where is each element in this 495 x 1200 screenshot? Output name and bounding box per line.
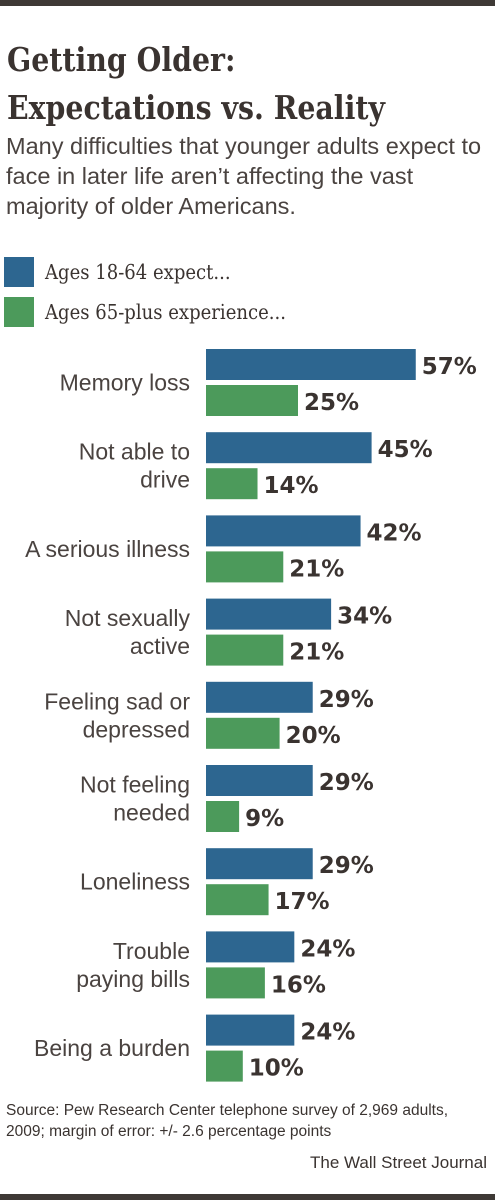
- bar-experience: [206, 1050, 243, 1082]
- bar-expect: [206, 681, 313, 713]
- chart-subtitle: Many difficulties that younger adults ex…: [6, 133, 482, 219]
- category-label: Not able to drive: [79, 439, 190, 493]
- category-label-line: Trouble: [113, 938, 190, 964]
- bar-expect: [206, 848, 313, 880]
- bar-expect: [206, 598, 332, 630]
- value-label-experience: 9%: [245, 806, 284, 832]
- legend-label-expect: Ages 18-64 expect...: [45, 260, 231, 284]
- category-label-line: depressed: [83, 716, 190, 742]
- category-label: Being a burden: [34, 1035, 190, 1061]
- value-label-experience: 14%: [264, 473, 319, 499]
- value-label-expect: 45%: [378, 437, 433, 463]
- value-label-experience: 16%: [271, 972, 326, 998]
- value-label-experience: 21%: [289, 556, 344, 582]
- category-label-line: drive: [140, 467, 190, 493]
- value-label-experience: 25%: [304, 390, 359, 416]
- value-label-expect: 34%: [337, 604, 392, 630]
- category-label: Loneliness: [80, 869, 190, 895]
- value-label-experience: 17%: [275, 889, 330, 915]
- value-label-expect: 57%: [422, 354, 477, 380]
- bar-expect: [206, 931, 295, 963]
- bar-chart: Memory loss 57% 25% Not able to drive 45% 14% A…: [25, 349, 477, 1082]
- category-label-line: needed: [113, 800, 190, 826]
- category-label-line: paying bills: [76, 966, 190, 992]
- bar-expect: [206, 765, 313, 796]
- source-note: Source: Pew Research Center telephone su…: [6, 1102, 449, 1140]
- category-label: Feeling sad or depressed: [44, 688, 190, 742]
- bottom-rule: [0, 1194, 495, 1200]
- bar-experience: [206, 884, 269, 916]
- legend-swatch-experience: [4, 297, 34, 327]
- legend-item-expect: Ages 18-64 expect...: [4, 257, 256, 287]
- category-label-line: Not feeling: [80, 772, 190, 798]
- bar-experience: [206, 967, 265, 999]
- bar-expect: [206, 349, 416, 380]
- category-label: Not sexually active: [65, 605, 191, 659]
- bar-experience: [206, 717, 280, 749]
- title-line-1: Getting Older:: [7, 40, 236, 79]
- value-label-expect: 24%: [300, 936, 355, 962]
- value-label-expect: 29%: [319, 770, 374, 796]
- category-label-line: Memory loss: [60, 370, 190, 396]
- top-rule: [0, 0, 495, 6]
- bar-expect: [206, 515, 361, 547]
- bar-experience: [206, 385, 298, 416]
- value-label-experience: 21%: [289, 640, 344, 666]
- category-label-line: A serious illness: [25, 536, 190, 562]
- publication-credit: The Wall Street Journal: [310, 1153, 487, 1172]
- category-label-line: Being a burden: [34, 1035, 190, 1061]
- category-label: Not feeling needed: [80, 772, 190, 826]
- legend-item-experience: Ages 65-plus experience...: [4, 297, 319, 327]
- title-line-2: Expectations vs. Reality: [7, 88, 385, 127]
- category-label-line: Loneliness: [80, 869, 190, 895]
- bar-experience: [206, 551, 284, 583]
- category-label: A serious illness: [25, 536, 190, 562]
- value-label-experience: 20%: [286, 723, 341, 749]
- bar-expect: [206, 1014, 295, 1046]
- bar-experience: [206, 801, 240, 832]
- value-label-expect: 29%: [319, 853, 374, 879]
- category-label: Memory loss: [60, 370, 190, 396]
- category-label-line: active: [130, 633, 190, 659]
- category-label: Trouble paying bills: [76, 938, 190, 992]
- category-label-line: Not able to: [79, 439, 190, 465]
- category-label-line: Not sexually: [65, 605, 191, 631]
- category-label-line: Feeling sad or: [44, 688, 190, 714]
- bar-experience: [206, 634, 284, 666]
- legend-label-experience: Ages 65-plus experience...: [45, 300, 286, 324]
- legend-swatch-expect: [4, 257, 34, 287]
- value-label-expect: 29%: [319, 687, 374, 713]
- value-label-expect: 24%: [300, 1020, 355, 1046]
- bar-experience: [206, 468, 258, 500]
- value-label-experience: 10%: [249, 1056, 304, 1082]
- bar-expect: [206, 432, 372, 464]
- value-label-expect: 42%: [367, 520, 422, 546]
- chart-title: Getting Older: Expectations vs. Reality: [7, 36, 424, 132]
